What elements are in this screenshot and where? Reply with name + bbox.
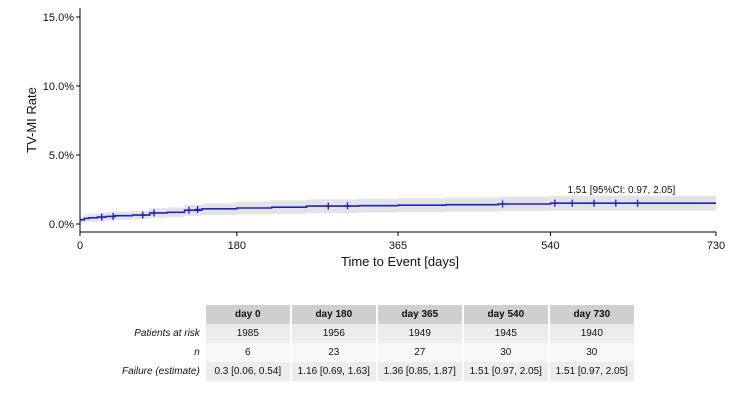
censor-mark [344,202,351,210]
y-ticks: 0.0% 5.0% 10.0% 15.0% [43,12,80,231]
y-tick-label: 5.0% [49,150,74,162]
censor-mark [569,199,576,207]
censor-mark [325,202,332,210]
x-tick-label: 540 [541,240,559,252]
censor-mark [110,212,117,220]
row-label: Patients at risk [120,324,205,343]
row-label: Failure (estimate) [120,362,205,381]
table-cell: 1.51 [0.97, 2.05] [461,362,549,381]
censor-marks-layer [98,199,641,221]
col-day-0: day 0 [203,305,291,324]
col-day-365: day 365 [375,305,463,324]
censor-mark [151,209,158,217]
col-day-540: day 540 [461,305,549,324]
y-tick-label: 0.0% [49,219,74,231]
table-row-patients-at-risk: Patients at risk 1985 1956 1949 1945 194… [120,324,634,343]
km-chart: 0 180 365 540 730 0.0% 5.0% 10.0% 15.0% Time to… [24,8,725,269]
censor-mark [591,199,598,207]
censor-mark [551,199,558,207]
col-day-730: day 730 [547,305,634,324]
confidence-band [80,195,716,224]
x-tick-label: 0 [77,240,83,252]
table-cell: 1985 [203,324,291,343]
risk-table-header: day 0 day 180 day 365 day 540 day 730 [120,305,634,324]
row-label: n [120,343,205,362]
table-cell: 1940 [547,324,634,343]
table-cell: 1.36 [0.85, 1.87] [375,362,463,381]
x-ticks: 0 180 365 540 730 [77,232,725,252]
risk-table: day 0 day 180 day 365 day 540 day 730 Pa… [120,305,634,381]
table-cell: 1.16 [0.69, 1.63] [289,362,377,381]
table-cell: 30 [547,343,634,362]
table-cell: 0.3 [0.06, 0.54] [203,362,291,381]
final-estimate-annotation: 1.51 [95%CI: 0.97, 2.05] [567,185,675,196]
table-cell: 27 [375,343,463,362]
censor-mark [612,199,619,207]
table-cell: 30 [461,343,549,362]
censor-mark [185,206,192,214]
y-tick-label: 10.0% [43,81,74,93]
table-cell: 1956 [289,324,377,343]
y-tick-label: 15.0% [43,12,74,24]
confidence-band-layer [80,195,716,224]
censor-mark [499,200,506,208]
x-tick-label: 180 [228,240,246,252]
x-axis-label: Time to Event [days] [341,254,459,269]
censor-mark [98,213,105,221]
y-axis-label: TV-MI Rate [24,87,39,153]
x-tick-label: 365 [389,240,407,252]
table-corner [120,305,205,324]
table-cell: 1949 [375,324,463,343]
table-cell: 1.51 [0.97, 2.05] [547,362,634,381]
censor-mark [194,206,201,214]
x-tick-label: 730 [707,240,725,252]
table-cell: 6 [203,343,291,362]
censor-mark [139,211,146,219]
table-cell: 23 [289,343,377,362]
table-row-failure-estimate: Failure (estimate) 0.3 [0.06, 0.54] 1.16… [120,362,634,381]
table-row-n: n 6 23 27 30 30 [120,343,634,362]
col-day-180: day 180 [289,305,377,324]
table-cell: 1945 [461,324,549,343]
censor-mark [634,199,641,207]
